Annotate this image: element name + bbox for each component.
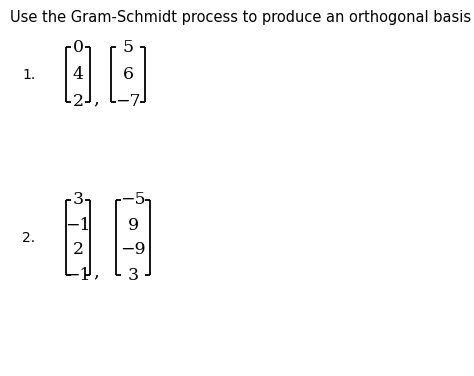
Text: −1: −1 <box>65 267 91 284</box>
Text: ,: , <box>93 262 99 280</box>
Text: 3: 3 <box>128 267 138 284</box>
Text: 5: 5 <box>122 38 134 56</box>
Text: 3: 3 <box>73 191 83 209</box>
Text: 1.: 1. <box>22 68 35 82</box>
Text: 9: 9 <box>128 217 138 233</box>
Text: 4: 4 <box>73 66 83 83</box>
Text: Use the Gram-Schmidt process to produce an orthogonal basis for W.: Use the Gram-Schmidt process to produce … <box>10 10 474 25</box>
Text: 2: 2 <box>73 94 83 111</box>
Text: 0: 0 <box>73 38 83 56</box>
Text: 2: 2 <box>73 241 83 259</box>
Text: −9: −9 <box>120 241 146 259</box>
Text: −7: −7 <box>115 94 141 111</box>
Text: −1: −1 <box>65 217 91 233</box>
Text: ,: , <box>93 89 99 107</box>
Text: 2.: 2. <box>22 231 35 245</box>
Text: 6: 6 <box>122 66 134 83</box>
Text: −5: −5 <box>120 191 146 209</box>
